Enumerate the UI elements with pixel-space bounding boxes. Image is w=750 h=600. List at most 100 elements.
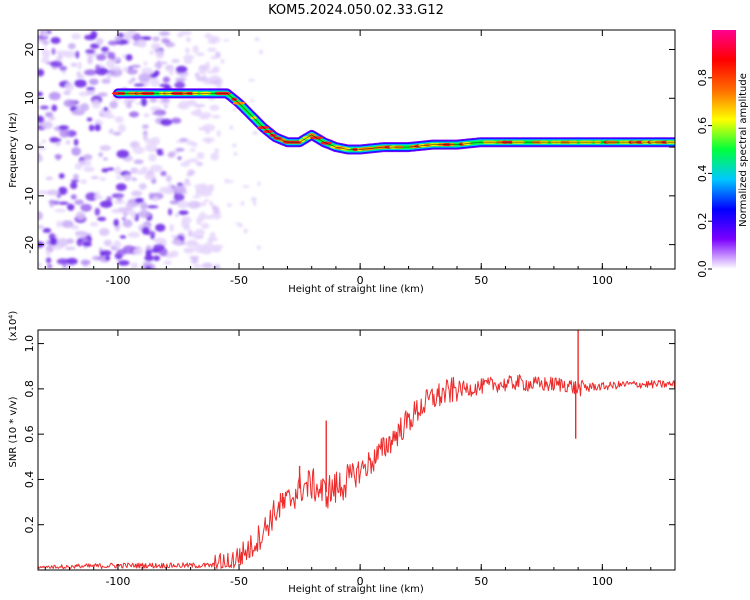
noise-blob bbox=[184, 47, 190, 54]
noise-blob bbox=[98, 152, 103, 158]
noise-blob bbox=[160, 170, 167, 177]
colorbar-ticks: 0.0 0.2 0.4 0.6 0.8 bbox=[696, 69, 712, 278]
noise-blob bbox=[182, 181, 192, 187]
snr-x-tick-label: -100 bbox=[105, 575, 130, 588]
noise-blob bbox=[99, 250, 112, 256]
noise-blob bbox=[141, 67, 154, 75]
spectrogram-x-ticks: -100 -50 0 50 100 bbox=[44, 30, 676, 287]
noise-blob bbox=[216, 84, 223, 89]
noise-blob bbox=[90, 43, 100, 49]
noise-blob bbox=[148, 192, 154, 200]
noise-blob bbox=[85, 49, 96, 55]
noise-blob bbox=[227, 203, 232, 208]
noise-blob bbox=[91, 99, 101, 109]
snr-line-layer bbox=[38, 330, 675, 570]
noise-blobs bbox=[38, 30, 264, 269]
noise-blob bbox=[96, 53, 107, 61]
noise-blob bbox=[176, 33, 184, 38]
noise-blob bbox=[75, 211, 86, 220]
noise-blob bbox=[184, 221, 190, 230]
noise-blob bbox=[137, 39, 147, 48]
noise-blob bbox=[171, 59, 180, 63]
noise-blob bbox=[194, 228, 205, 237]
noise-blob bbox=[38, 91, 43, 97]
snr-x-ticks: -100 -50 0 50 100 bbox=[44, 330, 676, 588]
colorbar-tick-label: 0.2 bbox=[696, 212, 709, 230]
colorbar-tick-label: 0.8 bbox=[696, 69, 709, 87]
noise-blob bbox=[76, 75, 85, 79]
noise-blob bbox=[85, 192, 98, 201]
noise-blob bbox=[87, 55, 93, 65]
colorbar-label: Normalized spectral amplitude bbox=[738, 73, 749, 227]
noise-blob bbox=[53, 138, 62, 142]
noise-blob bbox=[126, 68, 138, 75]
noise-blob bbox=[94, 191, 100, 199]
noise-blob bbox=[101, 51, 108, 55]
noise-blob bbox=[192, 264, 203, 268]
noise-blob bbox=[186, 101, 198, 107]
noise-blob bbox=[70, 194, 77, 200]
noise-blob bbox=[130, 77, 136, 82]
noise-blob bbox=[128, 200, 136, 204]
noise-blob bbox=[86, 117, 93, 122]
noise-blob bbox=[201, 201, 207, 207]
noise-blob bbox=[80, 103, 90, 112]
noise-blob bbox=[38, 154, 43, 163]
noise-blob bbox=[71, 110, 85, 116]
noise-blob bbox=[95, 64, 101, 72]
noise-blob bbox=[127, 80, 134, 84]
noise-blob bbox=[153, 243, 165, 251]
noise-blob bbox=[50, 37, 61, 44]
noise-blob bbox=[243, 228, 248, 234]
noise-blob bbox=[99, 145, 112, 151]
noise-blob bbox=[38, 211, 43, 221]
noise-blob bbox=[223, 39, 230, 42]
noise-blob bbox=[48, 91, 61, 101]
noise-blob bbox=[59, 129, 70, 138]
noise-blob bbox=[144, 173, 156, 181]
noise-blob bbox=[155, 148, 164, 153]
noise-blob bbox=[80, 259, 91, 266]
spectrogram-y-label: Frequency (Hz) bbox=[8, 112, 19, 188]
noise-blob bbox=[41, 139, 46, 144]
noise-blob bbox=[132, 33, 141, 42]
noise-blob bbox=[58, 201, 69, 205]
noise-blob bbox=[169, 250, 179, 258]
noise-blob bbox=[113, 240, 122, 249]
noise-blob bbox=[38, 147, 48, 151]
noise-blob bbox=[84, 69, 97, 76]
noise-blob bbox=[56, 154, 61, 161]
noise-blob bbox=[232, 107, 238, 111]
noise-blob bbox=[45, 257, 52, 264]
spectrogram-y-ticks: -20 -10 0 10 20 bbox=[23, 43, 675, 254]
noise-blob bbox=[101, 46, 109, 53]
noise-blob bbox=[145, 266, 152, 269]
noise-blob bbox=[106, 167, 115, 171]
noise-blob bbox=[148, 97, 158, 103]
noise-blob bbox=[145, 143, 158, 153]
noise-blob bbox=[101, 78, 111, 84]
noise-blob bbox=[173, 185, 187, 193]
noise-blob bbox=[134, 197, 144, 204]
noise-blob bbox=[117, 260, 130, 266]
noise-blob bbox=[38, 68, 45, 77]
noise-blob bbox=[169, 200, 179, 205]
noise-blob bbox=[107, 40, 119, 46]
noise-blob bbox=[94, 207, 101, 216]
colorbar-gradient bbox=[712, 30, 736, 269]
noise-blob bbox=[115, 183, 127, 191]
noise-blob bbox=[121, 217, 126, 221]
noise-blob bbox=[205, 127, 210, 135]
noise-blob bbox=[206, 249, 213, 253]
snr-y-tick-label: 1.0 bbox=[23, 335, 36, 353]
noise-blob bbox=[63, 99, 76, 108]
noise-blob bbox=[122, 245, 136, 255]
noise-blob bbox=[48, 200, 60, 204]
noise-blob bbox=[54, 208, 67, 213]
noise-blob bbox=[176, 182, 184, 187]
noise-blob bbox=[167, 182, 172, 192]
noise-blob bbox=[89, 78, 99, 85]
noise-blob bbox=[103, 106, 109, 112]
noise-blob bbox=[152, 36, 160, 42]
